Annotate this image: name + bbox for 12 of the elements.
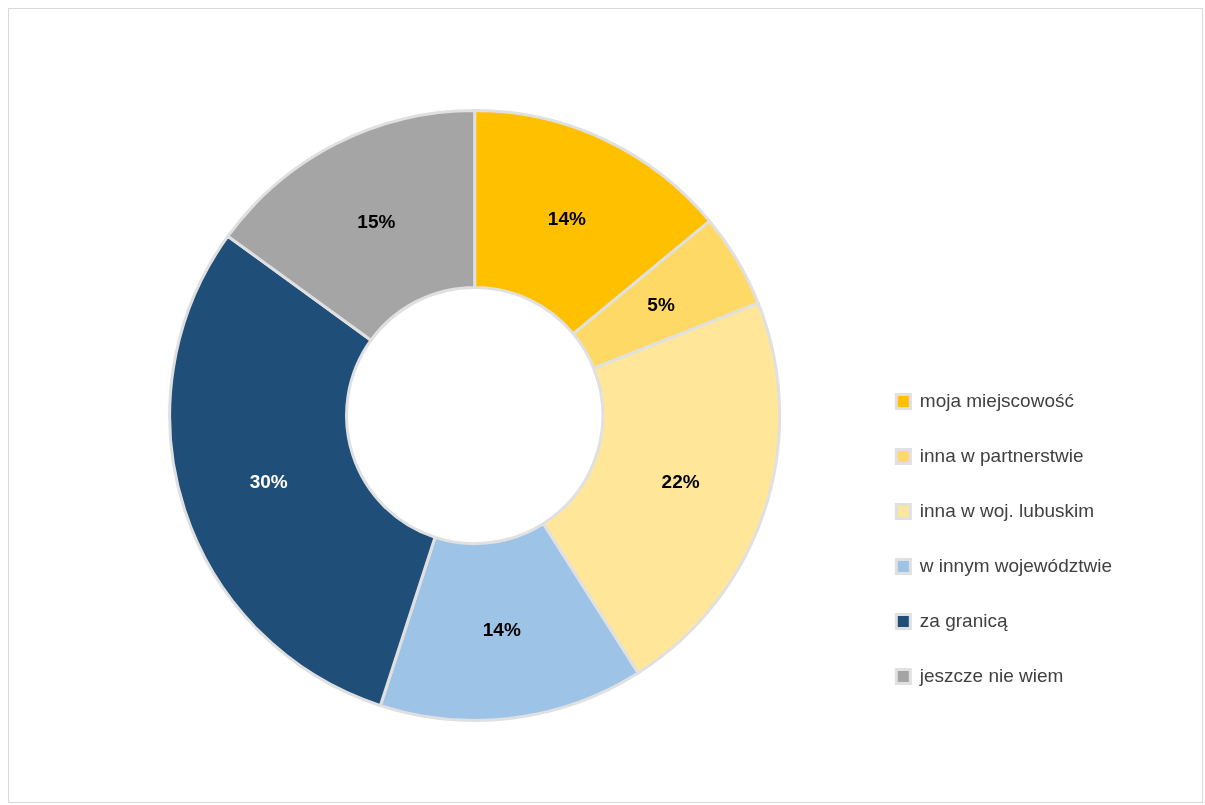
legend-label: w innym województwie (918, 554, 1113, 576)
legend-label: moja miejscowość (919, 389, 1074, 411)
data-label: 14% (482, 618, 521, 640)
data-label: 14% (547, 207, 586, 229)
legend-label: inna w partnerstwie (919, 444, 1084, 466)
legend-label: jeszcze nie wiem (918, 664, 1064, 686)
data-label: 30% (249, 470, 288, 492)
data-label: 15% (357, 210, 396, 232)
data-label: 22% (661, 470, 700, 492)
legend-label: za granicą (919, 609, 1008, 631)
data-label: 5% (647, 293, 675, 315)
legend-label: inna w woj. lubuskim (919, 499, 1095, 521)
